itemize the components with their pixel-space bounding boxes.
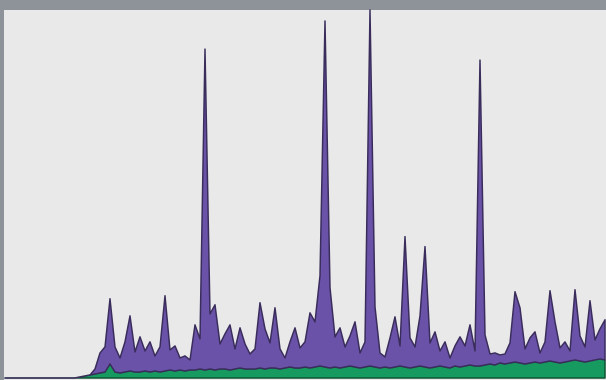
area [4, 9, 606, 379]
plot-area [4, 10, 606, 380]
